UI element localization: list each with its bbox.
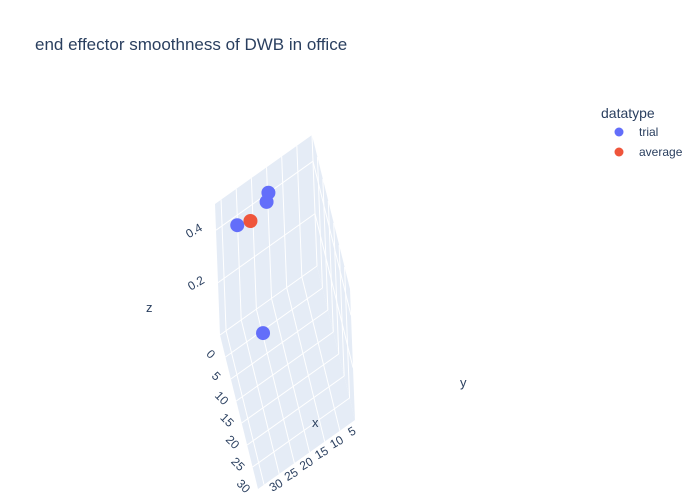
y-gridline	[281, 156, 288, 288]
y-gridline	[296, 145, 303, 277]
legend-item-average[interactable]: average	[614, 145, 683, 159]
chart-title: end effector smoothness of DWB in office	[35, 35, 347, 54]
x-gridline	[316, 156, 323, 289]
x-gridline	[333, 222, 340, 355]
y-tick-label: 30	[267, 476, 286, 495]
x-gridline	[225, 287, 323, 358]
legend-label-average: average	[639, 145, 683, 159]
point-trial[interactable]	[259, 194, 274, 209]
legend-marker-average	[614, 147, 624, 157]
z-gridline	[312, 161, 352, 316]
x-tick-label: 0	[204, 347, 219, 362]
y-tick-label: 15	[312, 443, 331, 462]
x-gridline	[344, 266, 351, 399]
x-axis-title: x	[312, 415, 319, 430]
grid-lines	[215, 134, 354, 485]
x-gridline	[241, 353, 340, 424]
x-gridline	[322, 178, 329, 311]
x-gridline	[327, 200, 334, 333]
y-gridline	[271, 298, 311, 453]
x-gridline	[230, 309, 329, 380]
y-gridline	[235, 188, 242, 320]
x-tick-label: 15	[217, 410, 237, 430]
z-tick-label: 0.4	[183, 220, 205, 241]
y-axis-title: y	[460, 375, 467, 390]
z-tick-label: 0.2	[185, 273, 207, 294]
x-gridline	[219, 265, 318, 336]
legend-title: datatype	[601, 105, 655, 121]
x-gridline	[311, 134, 318, 267]
legend-marker-trial	[614, 127, 624, 137]
y-gridline	[225, 330, 265, 485]
y-gridline	[220, 199, 227, 331]
point-average[interactable]	[243, 213, 258, 228]
y-gridline	[250, 178, 257, 310]
z-gridline	[217, 213, 316, 284]
y-gridline	[240, 319, 280, 475]
x-gridline	[338, 244, 345, 377]
data-points	[230, 185, 276, 341]
floor-pane	[220, 266, 355, 489]
y-gridline	[286, 287, 326, 442]
y-z-wall-pane	[312, 135, 355, 420]
z-axis-title: z	[146, 300, 153, 315]
x-tick-label: 20	[223, 432, 243, 452]
x-z-wall-pane	[215, 135, 317, 335]
x-gridline	[246, 375, 345, 446]
y-gridline	[301, 276, 341, 431]
point-trial[interactable]	[230, 218, 245, 233]
legend-label-trial: trial	[639, 125, 658, 139]
point-trial[interactable]	[256, 326, 271, 341]
x-tick-label: 25	[228, 454, 248, 474]
x-tick-label: 30	[234, 476, 254, 496]
y-tick-label: 20	[297, 454, 316, 473]
y-tick-label: 25	[282, 465, 301, 484]
y-tick-label: 10	[327, 433, 346, 452]
legend: datatype trial average	[601, 105, 683, 159]
x-tick-label: 10	[212, 388, 232, 408]
y-tick-label: 5	[345, 423, 358, 439]
x-tick-label: 5	[209, 369, 224, 384]
z-gridline	[314, 213, 354, 368]
x-gridline	[252, 397, 350, 468]
legend-item-trial[interactable]: trial	[614, 125, 659, 139]
x-gridline	[235, 331, 334, 402]
